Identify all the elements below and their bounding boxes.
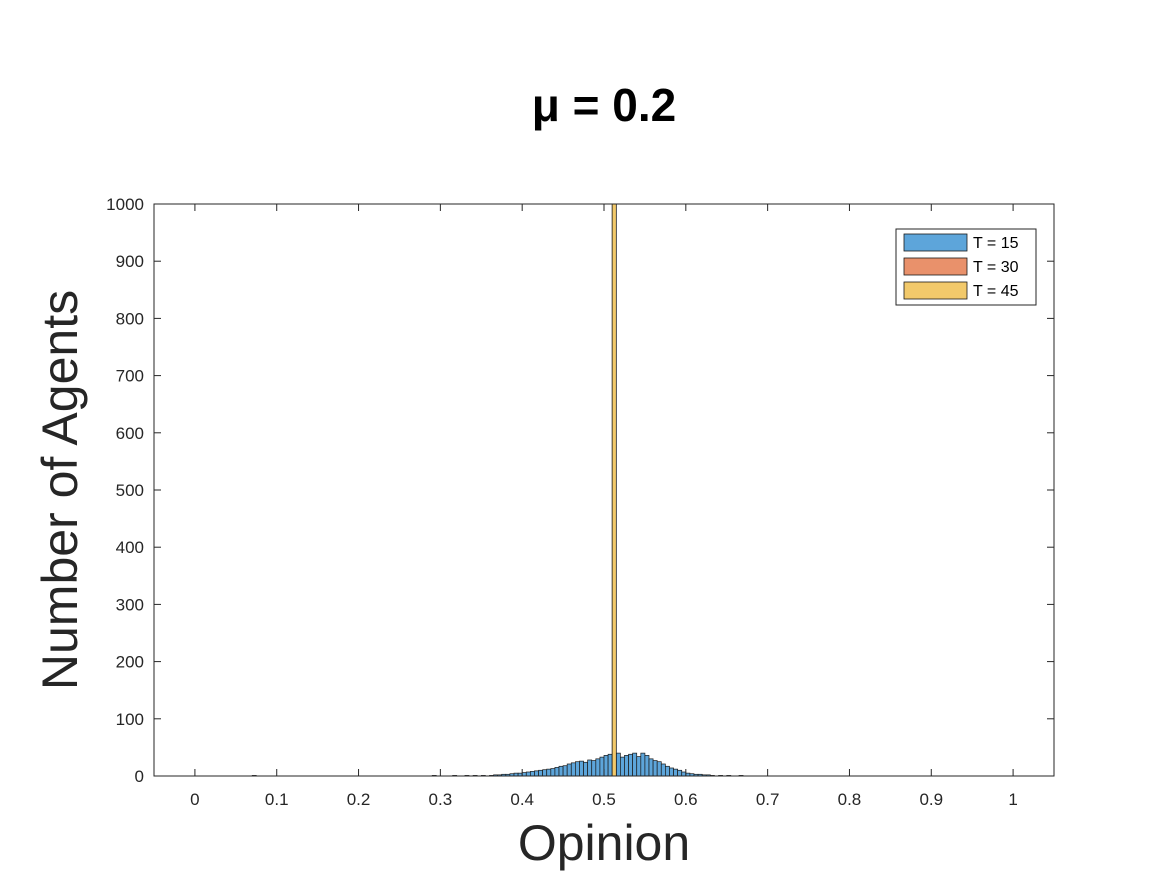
x-tick-label-0: 0 — [190, 790, 199, 809]
y-tick-label-2: 200 — [116, 653, 144, 672]
x-tick-label-7: 0.7 — [756, 790, 780, 809]
x-tick-label-4: 0.4 — [510, 790, 534, 809]
x-tick-label-2: 0.2 — [347, 790, 371, 809]
legend-label-2: T = 45 — [973, 283, 1019, 300]
bar-series-0-37 — [620, 756, 625, 777]
bar-series-0-20 — [546, 768, 552, 777]
bar-series-0-33 — [599, 756, 605, 777]
x-tick-label-9: 0.9 — [919, 790, 943, 809]
bar-series-0-22 — [554, 767, 560, 777]
bar-series-0-31 — [591, 760, 597, 777]
bar-series-0-32 — [595, 758, 601, 777]
bar-series-0-21 — [550, 768, 556, 777]
bar-series-0-14 — [521, 772, 527, 777]
y-tick-label-7: 700 — [116, 367, 144, 386]
bar-series-0-25 — [566, 763, 572, 777]
y-tick-label-10: 1000 — [106, 195, 144, 214]
bar-series-0-15 — [525, 771, 531, 777]
y-tick-label-9: 900 — [116, 252, 144, 271]
bar-series-0-49 — [669, 767, 674, 777]
legend: T = 15 T = 30 T = 45 — [895, 228, 1037, 306]
bar-series-0-34 — [603, 755, 609, 777]
x-tick-label-5: 0.5 — [592, 790, 616, 809]
y-tick-label-1: 100 — [116, 710, 144, 729]
bar-series-0-46 — [656, 761, 662, 777]
y-tick-label-4: 400 — [116, 538, 144, 557]
y-tick-label-6: 600 — [116, 424, 144, 443]
legend-swatch-1 — [903, 257, 968, 276]
bar-series-0-29 — [583, 761, 588, 777]
bar-series-0-42 — [640, 752, 646, 777]
x-tick-label-10: 1 — [1008, 790, 1017, 809]
bar-series-0-30 — [587, 759, 593, 777]
bar-series-0-38 — [624, 755, 629, 777]
y-tick-label-8: 800 — [116, 309, 144, 328]
bar-series-0-18 — [538, 769, 543, 777]
bar-series-0-16 — [530, 771, 535, 777]
bar-series-0-40 — [632, 752, 638, 777]
x-tick-label-6: 0.6 — [674, 790, 698, 809]
legend-label-1: T = 30 — [973, 259, 1019, 276]
x-tick-label-8: 0.8 — [838, 790, 862, 809]
bar-series-0-39 — [628, 753, 633, 777]
bar-series-0-28 — [579, 760, 584, 777]
bar-series-0-35 — [607, 753, 613, 777]
bar-series-0-26 — [570, 762, 576, 777]
bar-series-2-0 — [611, 203, 617, 777]
legend-swatch-0 — [903, 233, 968, 252]
bar-series-0-19 — [542, 769, 548, 777]
y-tick-label-5: 500 — [116, 481, 144, 500]
x-tick-label-1: 0.1 — [265, 790, 289, 809]
bar-series-0-52 — [681, 771, 687, 777]
bar-series-0-24 — [562, 765, 568, 777]
legend-label-0: T = 15 — [973, 235, 1019, 252]
bar-series-0-45 — [652, 760, 658, 777]
x-axis-label: Opinion — [517, 815, 691, 871]
bar-series-0-27 — [575, 761, 580, 777]
bar-series-0-48 — [665, 765, 670, 777]
bar-series-0-51 — [677, 769, 683, 777]
y-tick-label-3: 300 — [116, 595, 144, 614]
bar-series-0-41 — [636, 756, 642, 777]
bars-layer — [251, 203, 744, 777]
bar-series-0-43 — [644, 755, 650, 777]
x-tick-label-3: 0.3 — [429, 790, 453, 809]
chart-title: μ = 0.2 — [531, 79, 677, 131]
legend-swatch-2 — [903, 281, 968, 300]
y-tick-label-0: 0 — [135, 767, 144, 786]
y-axis-label: Number of Agents — [32, 289, 88, 691]
bar-series-0-50 — [673, 768, 678, 777]
bar-series-0-23 — [558, 765, 564, 777]
axes-layer: 0 0.1 0.2 0.3 0.4 0.5 0.6 0.7 0.8 0.9 1 0 100 200 300 4… — [106, 195, 1055, 809]
bar-series-0-17 — [534, 770, 539, 777]
bar-series-0-36 — [615, 752, 621, 777]
bar-series-0-44 — [648, 758, 654, 777]
bar-series-0-47 — [660, 763, 666, 777]
